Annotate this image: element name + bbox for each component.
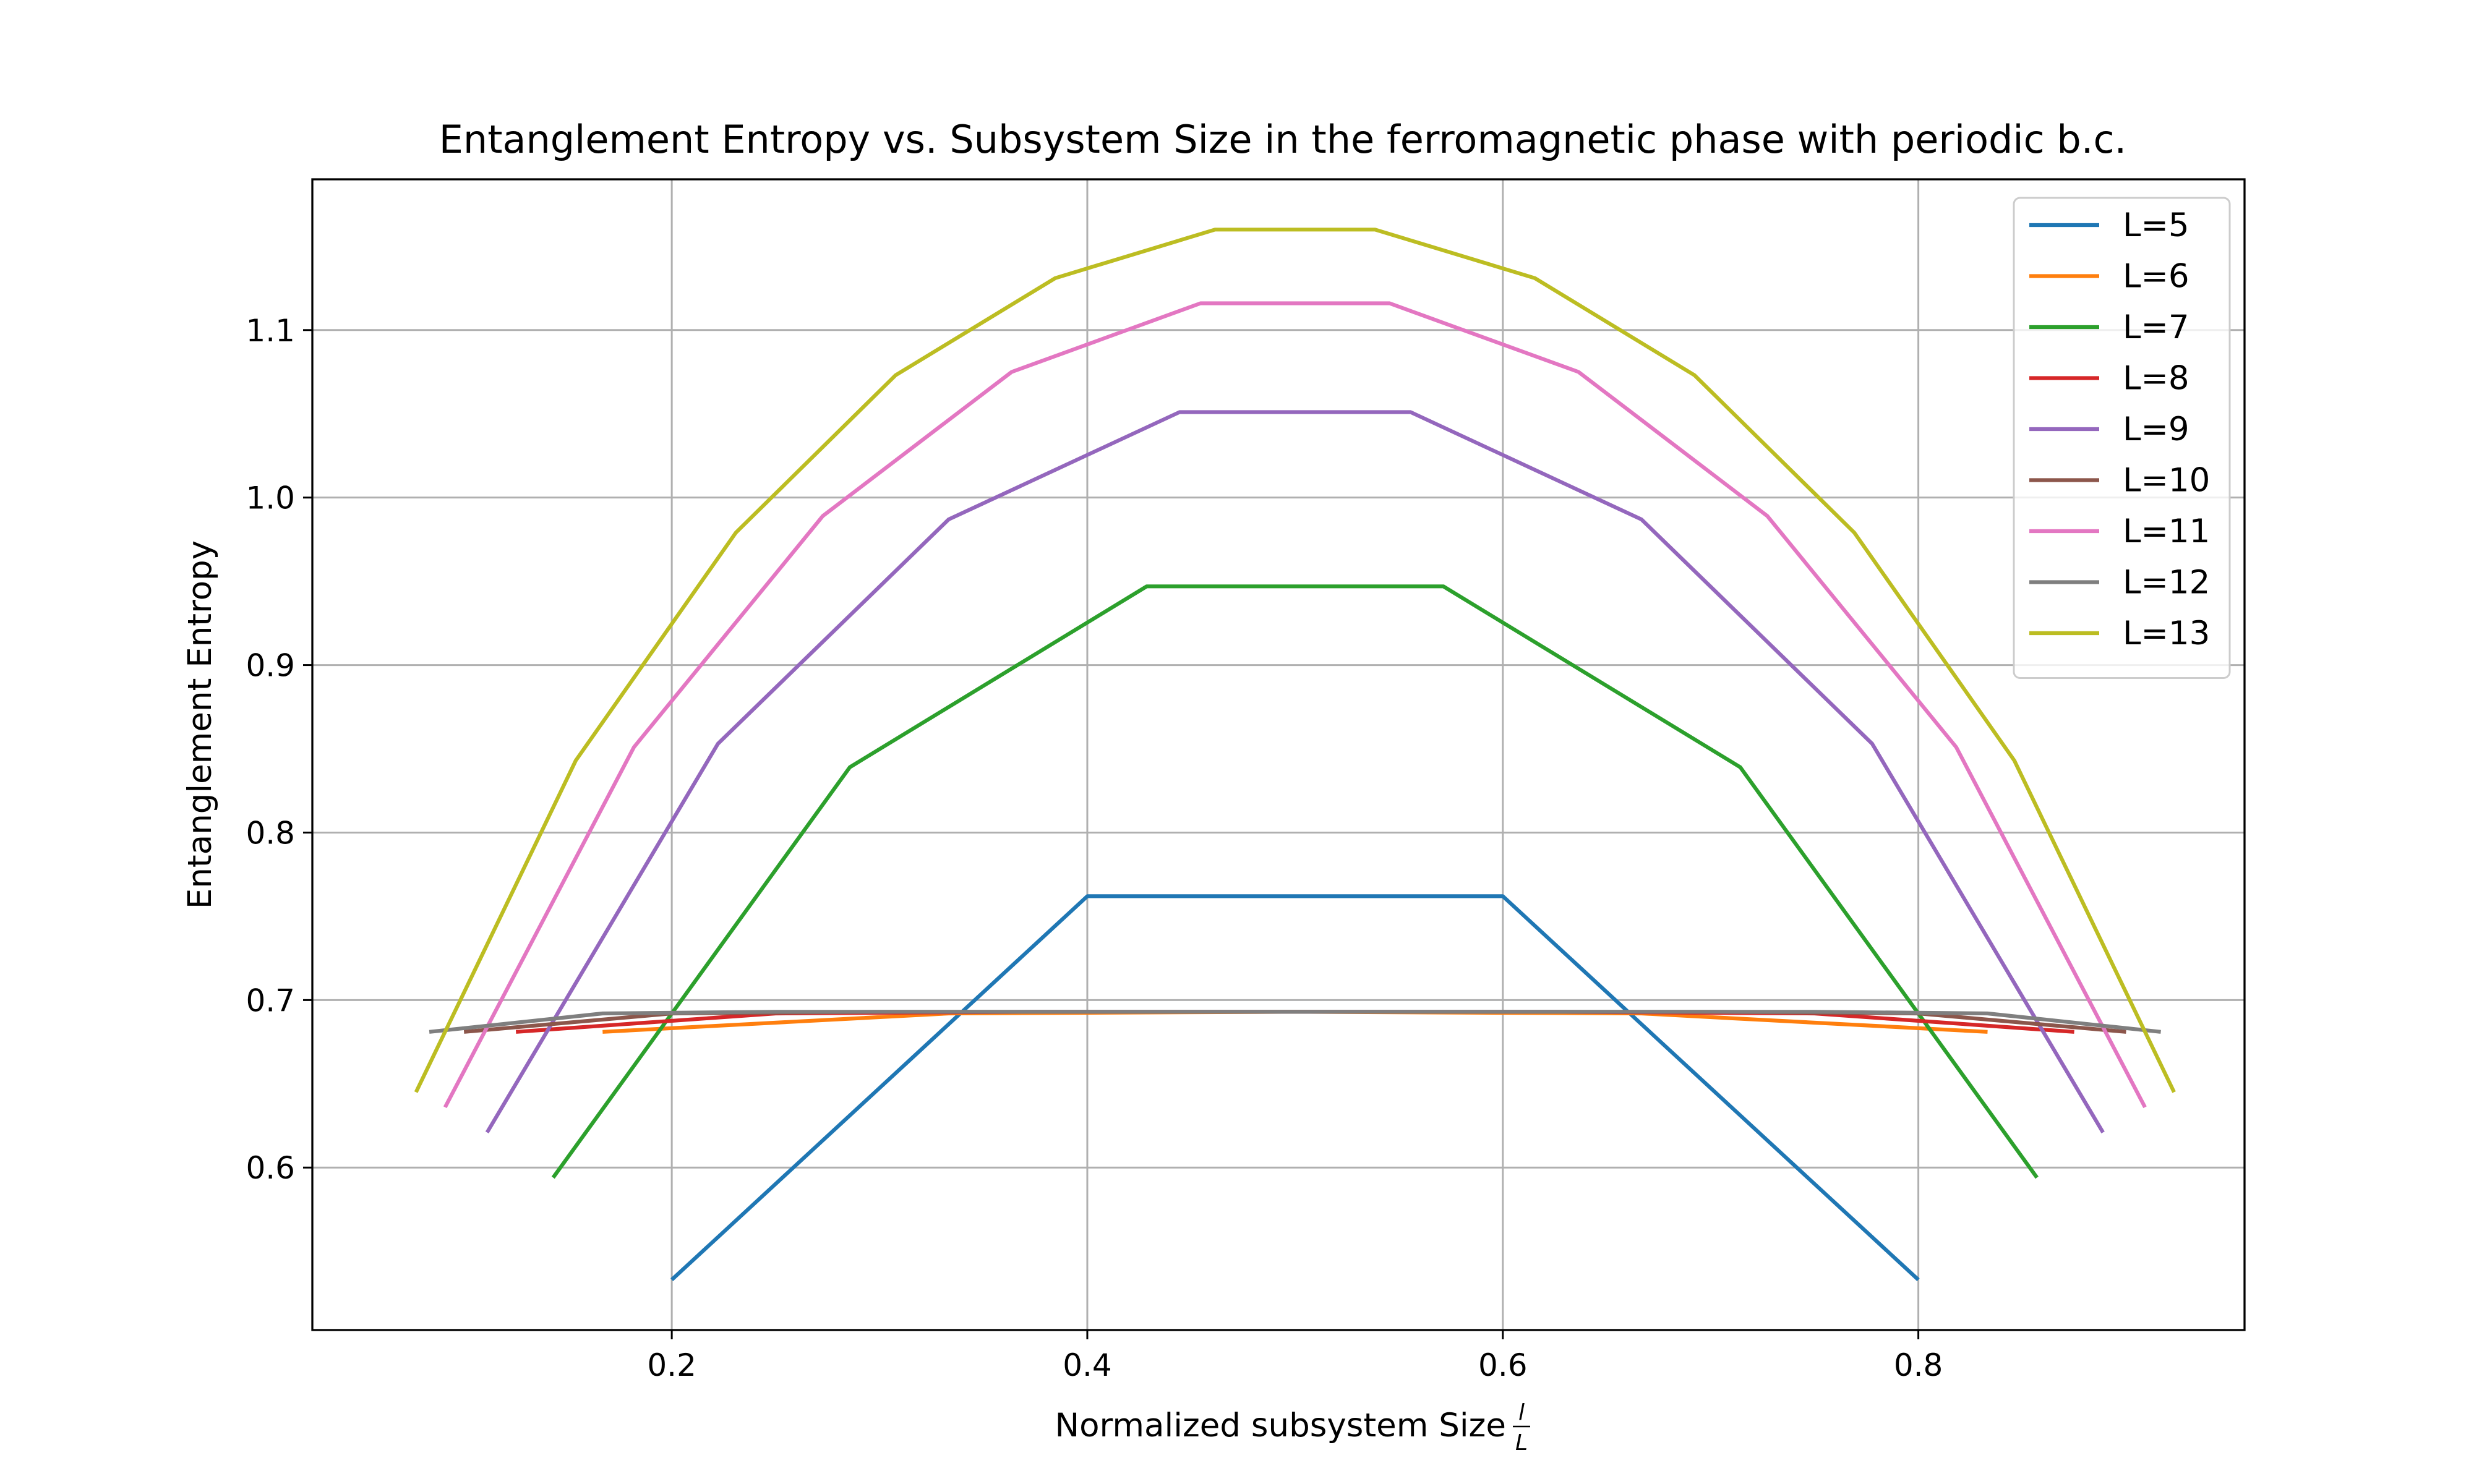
plot-frame: [311, 178, 2246, 1331]
y-tick-label: 0.8: [246, 815, 295, 851]
series-line-l-12: [429, 1010, 2161, 1034]
x-tick-label: 0.4: [1063, 1347, 1112, 1383]
legend-label: L=6: [2123, 258, 2189, 296]
x-axis-label-group: Normalized subsystem Size l L: [1055, 1400, 1530, 1456]
legend-label: L=10: [2123, 462, 2210, 500]
legend-label: L=7: [2123, 309, 2189, 346]
legend-label: L=12: [2123, 564, 2210, 602]
legend-label: L=11: [2123, 513, 2210, 550]
y-axis-label: Entanglement Entropy: [181, 540, 219, 909]
y-tick-label: 1.1: [246, 313, 295, 349]
x-axis-label: Normalized subsystem Size: [1055, 1407, 1506, 1444]
x-axis-label-fraction-denominator: L: [1515, 1430, 1528, 1456]
y-tick-label: 0.9: [246, 648, 295, 684]
x-tick-label: 0.2: [647, 1347, 696, 1383]
series-lines: [414, 228, 2176, 1281]
series-line-l-11: [443, 301, 2147, 1109]
legend-label: L=8: [2123, 360, 2189, 398]
series-line-l-13: [414, 228, 2176, 1093]
legend-label: L=13: [2123, 615, 2210, 652]
y-tick-label: 0.7: [246, 983, 295, 1018]
series-line-l-7: [551, 584, 2039, 1179]
grid: [312, 179, 2245, 1330]
x-tick-label: 0.8: [1894, 1347, 1943, 1383]
chart-title: Entanglement Entropy vs. Subsystem Size …: [439, 117, 2127, 162]
y-tick-label: 1.0: [246, 480, 295, 516]
legend-box: [2013, 197, 2231, 679]
axis-ticks: 0.2 0.4 0.6 0.8 0.6 0.7 0.8 0.9 1.0 1.1: [246, 313, 1943, 1383]
x-axis-label-fraction-numerator: l: [1518, 1400, 1525, 1425]
legend-label: L=9: [2123, 411, 2189, 448]
legend-label: L=5: [2123, 207, 2189, 244]
x-tick-label: 0.6: [1478, 1347, 1528, 1383]
series-line-l-5: [670, 894, 1920, 1281]
legend: L=5 L=6 L=7 L=8 L=9 L=10 L=11 L=12 L=13: [2013, 197, 2231, 679]
y-tick-label: 0.6: [246, 1150, 295, 1186]
series-line-l-9: [485, 410, 2105, 1133]
